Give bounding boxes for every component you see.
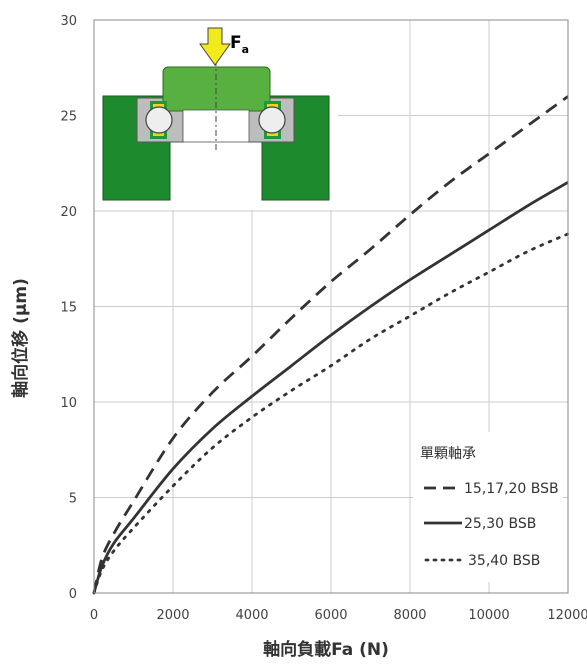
legend-background (413, 432, 563, 582)
y-tick-label: 25 (60, 110, 77, 125)
legend: 單顆軸承 15,17,20 BSB 25,30 BSB 35,40 BSB (413, 432, 563, 582)
y-tick-label: 0 (69, 587, 77, 602)
series-line-1 (92, 181, 569, 594)
series-lines (92, 95, 570, 595)
y-axis-title: 軸向位移 (μm) (10, 278, 31, 398)
legend-label-2: 35,40 BSB (468, 553, 540, 569)
x-tick-label: 2000 (156, 608, 189, 623)
y-tick-label: 15 (60, 301, 77, 316)
force-arrow (199, 27, 231, 66)
force-label: Fa (230, 33, 249, 56)
x-axis-title: 軸向負載Fa (N) (263, 639, 389, 660)
x-tick-label: 6000 (314, 608, 347, 623)
bearing-diagram: Fa (94, 17, 338, 210)
x-tick-label: 10000 (468, 608, 509, 623)
x-tick-label: 0 (90, 608, 98, 623)
x-tick-label: 4000 (235, 608, 268, 623)
legend-title: 單顆軸承 (420, 446, 476, 462)
x-tick-label: 8000 (393, 608, 426, 623)
tick-labels: 0 2000 4000 6000 8000 10000 12000 0 5 10 15 20 25 30 (60, 14, 587, 623)
ball-left (145, 106, 173, 134)
ball-right (258, 106, 286, 134)
x-tick-label: 12000 (547, 608, 587, 623)
y-tick-label: 5 (69, 492, 77, 507)
y-tick-label: 20 (60, 205, 77, 220)
legend-label-1: 25,30 BSB (464, 516, 536, 532)
plot-frame (93, 19, 569, 594)
series-line-0 (92, 95, 569, 594)
y-tick-label: 10 (60, 396, 77, 411)
legend-label-0: 15,17,20 BSB (464, 481, 559, 497)
series-line-2 (92, 232, 570, 595)
y-tick-label: 30 (60, 14, 77, 29)
